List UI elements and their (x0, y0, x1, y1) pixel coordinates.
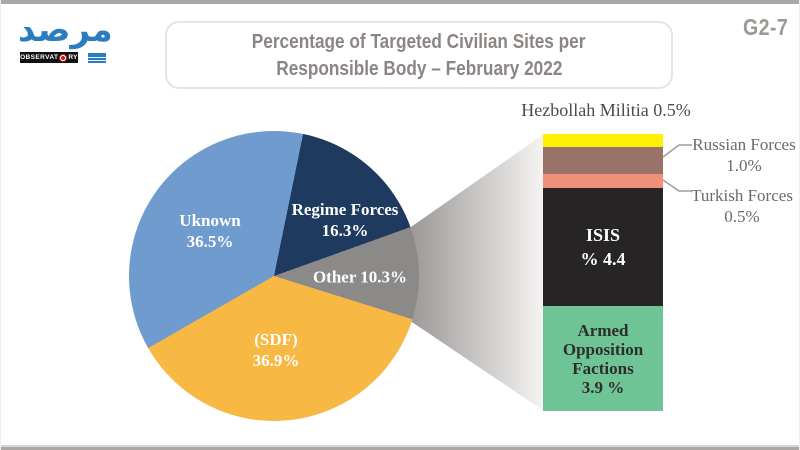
armed-value: 3.9 % (581, 377, 625, 397)
bar-segment-turkish-forces (543, 174, 663, 188)
chart-title-line-2: Responsible Body – February 2022 (275, 57, 563, 80)
observatory-logo: مرصد OBSERVAT RY (18, 10, 128, 70)
armed-label-line2: Opposition (562, 339, 644, 359)
pie-label-regime-forces: Regime Forces 16.3% (292, 199, 399, 241)
logo-blue-tag (88, 53, 106, 63)
logo-wordmark-right: RY (68, 54, 78, 61)
pie-label-other-text: Other 10.3% (312, 267, 408, 287)
russian-forces-label: Russian Forces 1.0% (692, 134, 795, 176)
frame-border-bottom (0, 445, 800, 450)
russian-forces-value: 1.0% (726, 156, 762, 175)
turkish-forces-value: 0.5% (724, 207, 760, 226)
turkish-forces-name: Turkish Forces (691, 186, 793, 205)
isis-value: % 4.4 (580, 248, 626, 269)
logo-wordmark: OBSERVAT RY (20, 52, 78, 63)
bar-segment-russian-forces (543, 147, 663, 175)
funnel-polygon (398, 134, 544, 411)
chart-title-line-1: Percentage of Targeted Civilian Sites pe… (252, 30, 586, 53)
pie-label-uknown: Uknown 36.5% (179, 210, 240, 252)
pie-chart (129, 131, 419, 421)
pie-label-other: Other 10.3% (313, 267, 407, 288)
pie-label-uknown-name: Uknown (179, 211, 241, 230)
logo-arabic-wordmark: مرصد (18, 10, 113, 50)
chart-title-box: Percentage of Targeted Civilian Sites pe… (165, 21, 673, 89)
bar-segment-armed-opposition: Armed Opposition Factions 3.9 % (543, 306, 663, 411)
pie-label-sdf: (SDF) 36.9% (253, 329, 300, 371)
russian-forces-name: Russian Forces (692, 135, 796, 154)
page-code: G2-7 (742, 14, 788, 40)
pie-label-sdf-name: (SDF) (254, 330, 298, 349)
turkish-forces-label: Turkish Forces 0.5% (691, 185, 793, 227)
pie-label-regime-value: 16.3% (321, 221, 369, 240)
hezbollah-label: Hezbollah Militia 0.5% (521, 100, 691, 120)
isis-label: ISIS (585, 224, 621, 245)
armed-label-line1: Armed (577, 320, 629, 340)
other-breakdown-bar: ISIS % 4.4 Armed Opposition Factions 3.9… (543, 134, 663, 411)
pie-label-sdf-value: 36.9% (252, 351, 300, 370)
frame-border-left (0, 0, 1, 450)
frame-border-top (0, 0, 800, 4)
logo-wordmark-left: OBSERVAT (20, 54, 59, 61)
bar-segment-hezbollah (543, 134, 663, 148)
bar-segment-isis: ISIS % 4.4 (543, 187, 663, 307)
pie-label-uknown-value: 36.5% (186, 232, 234, 251)
armed-label-line3: Factions (572, 358, 634, 378)
pie-label-regime-name: Regime Forces (291, 200, 399, 219)
logo-red-target-icon (59, 53, 68, 62)
